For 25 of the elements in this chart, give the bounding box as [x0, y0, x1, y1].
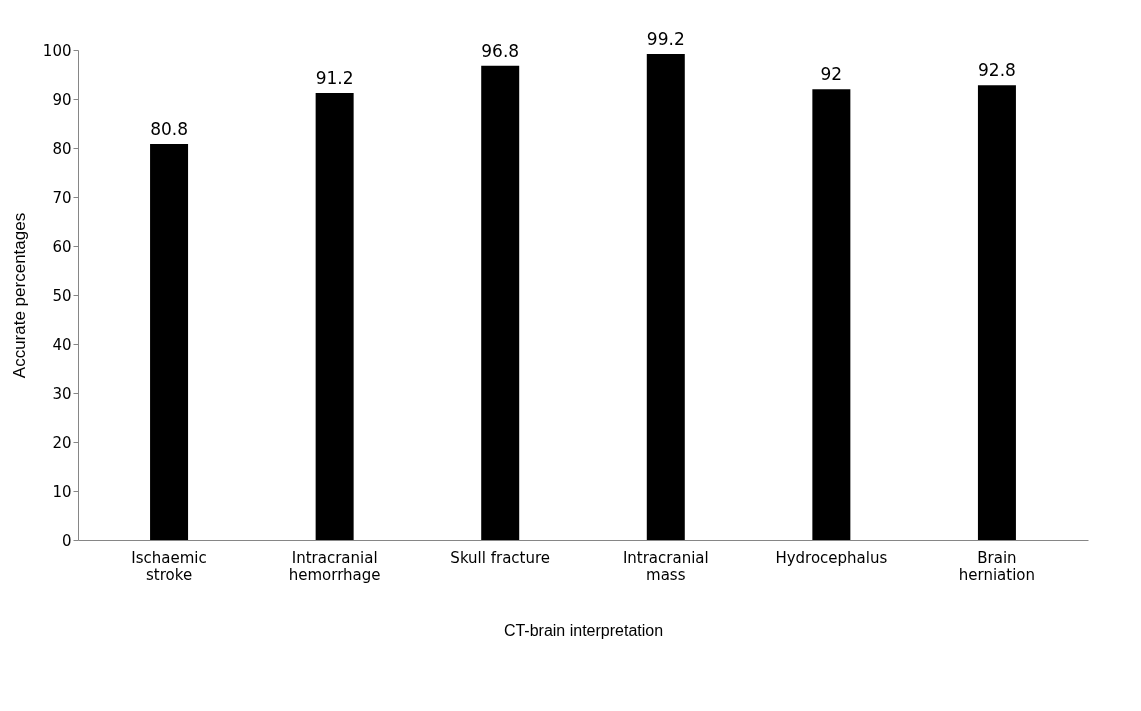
x-tick-label: Hydrocephalus — [775, 548, 888, 567]
y-tick-label: 10 — [52, 482, 72, 501]
data-label: 96.8 — [481, 40, 520, 61]
x-tick-label: Intracranial mass — [622, 548, 709, 584]
y-axis-title: Accurate percentages — [9, 212, 29, 379]
x-tick-label: Skull fracture — [450, 548, 551, 567]
data-label: 91.2 — [315, 68, 354, 89]
data-label: 92.8 — [978, 60, 1016, 81]
data-label: 99.2 — [646, 28, 685, 49]
y-tick-label: 80 — [52, 139, 72, 158]
y-tick-label: 90 — [52, 90, 72, 109]
x-tick-label: Intracranial hemorrhage — [288, 548, 381, 584]
x-axis-title: CT-brain interpretation — [503, 621, 664, 639]
x-tick-label: Ischaemic stroke — [131, 548, 207, 584]
y-tick-label: 50 — [52, 286, 72, 305]
y-tick-label: 40 — [52, 335, 72, 354]
y-tick-label: 20 — [52, 433, 72, 452]
y-tick-label: 0 — [61, 531, 72, 550]
data-label: 80.8 — [150, 119, 188, 140]
y-tick-label: 100 — [42, 41, 72, 60]
data-label: 92 — [820, 64, 843, 85]
y-tick-label: 70 — [52, 188, 72, 207]
x-tick-label: Brain herniation — [958, 548, 1036, 584]
y-tick-label: 30 — [52, 384, 72, 403]
y-tick-label: 60 — [52, 237, 72, 256]
